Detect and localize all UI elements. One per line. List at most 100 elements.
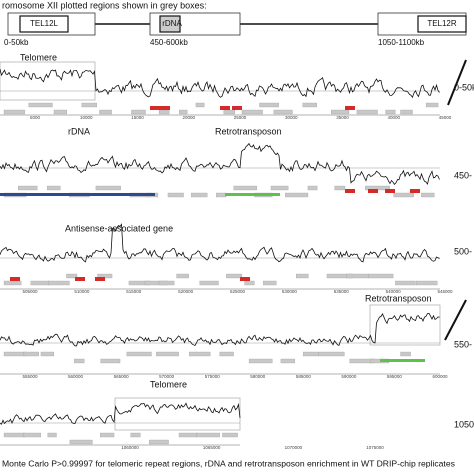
feature — [248, 358, 273, 364]
feature — [74, 358, 85, 364]
feature — [189, 351, 211, 357]
tick-label: 580000 — [250, 374, 266, 379]
tick-label: 575000 — [205, 374, 221, 379]
side-label: 550- — [454, 339, 472, 349]
side-label: 450- — [454, 170, 472, 180]
signal-trace — [0, 223, 440, 263]
feature — [47, 185, 61, 191]
annotation: rDNA — [68, 126, 90, 136]
tick-label: 535000 — [334, 289, 350, 294]
feature — [222, 432, 238, 438]
annotation: Retrotransposon — [215, 126, 282, 136]
header-title: romosome XII plotted regions shown in gr… — [2, 0, 207, 10]
feature — [303, 351, 320, 357]
feature — [416, 280, 438, 286]
tick-label: 510000 — [74, 289, 90, 294]
region-range: 1050-1100kb — [378, 38, 425, 47]
feature-red — [160, 106, 170, 110]
highlight-box — [0, 61, 96, 101]
feature — [179, 109, 188, 115]
feature — [219, 351, 234, 357]
feature — [178, 432, 198, 438]
feature — [259, 102, 279, 108]
highlight-box — [369, 304, 441, 346]
signal-trace — [0, 312, 440, 347]
feature-red — [410, 189, 420, 193]
feature — [425, 102, 439, 108]
region-bar — [0, 193, 155, 196]
feature-red — [75, 277, 85, 281]
tick-label: 540000 — [386, 289, 402, 294]
feature — [158, 109, 170, 115]
signal-trace — [0, 402, 241, 425]
feature — [100, 432, 115, 438]
annotation: Telomere — [20, 52, 57, 62]
feature — [296, 273, 309, 279]
feature — [40, 351, 55, 357]
tick-label: 10000 — [80, 115, 93, 120]
feature — [81, 102, 97, 108]
tick-label: 20000 — [182, 115, 195, 120]
tick-label: 525000 — [230, 289, 246, 294]
annotation: Retrotransposon — [365, 293, 432, 303]
tick-label: 600000 — [432, 374, 448, 379]
tick-label: 5000 — [30, 115, 41, 120]
feature — [199, 280, 219, 286]
annotation: Telomere — [150, 379, 187, 389]
feature — [158, 280, 175, 286]
feature — [53, 109, 68, 115]
tick-label: 590000 — [341, 374, 357, 379]
feature — [95, 185, 121, 191]
tick-label: 30000 — [285, 115, 298, 120]
feature-red — [95, 277, 105, 281]
feature — [285, 192, 309, 198]
tick-label: 530000 — [282, 289, 298, 294]
feature-red — [345, 106, 355, 110]
feature — [263, 280, 277, 286]
feature — [307, 185, 318, 191]
feature-red — [240, 277, 250, 281]
tick-label: 565000 — [114, 374, 130, 379]
feature — [28, 102, 53, 108]
side-label: 0-50k — [454, 82, 474, 92]
feature — [3, 351, 27, 357]
footer: Monte Carlo P>0.99997 for telomeric repe… — [2, 458, 455, 468]
feature — [30, 280, 50, 286]
scale-mark — [444, 299, 467, 341]
tick-label: 1070000 — [285, 445, 303, 450]
feature — [330, 109, 350, 115]
feature — [280, 358, 295, 364]
tick-label: 40000 — [387, 115, 400, 120]
side-label: 1050 — [454, 419, 474, 429]
feature — [3, 432, 26, 438]
feature — [302, 102, 317, 108]
feature-red — [368, 189, 378, 193]
feature — [126, 351, 152, 357]
feature — [196, 432, 220, 438]
feature — [273, 109, 293, 115]
tick-label: 35000 — [336, 115, 349, 120]
scale-mark — [447, 59, 467, 106]
region-bar — [225, 193, 280, 196]
region-inner — [417, 15, 467, 33]
feature — [216, 192, 227, 198]
feature-red — [220, 106, 230, 110]
feature — [3, 109, 25, 115]
feature — [400, 351, 411, 357]
feature-red — [345, 189, 355, 193]
tick-label: 25000 — [234, 115, 247, 120]
feature — [393, 192, 414, 198]
feature — [130, 432, 141, 438]
feature — [66, 273, 78, 279]
region-inner — [159, 15, 181, 33]
region-bar — [380, 359, 425, 362]
tick-label: 570000 — [159, 374, 175, 379]
feature — [195, 102, 205, 108]
feature — [241, 109, 263, 115]
region-range: 0-50kb — [4, 38, 29, 47]
tick-label: 45000 — [439, 115, 452, 120]
feature — [334, 185, 346, 191]
feature — [100, 358, 121, 364]
feature — [223, 109, 236, 115]
feature — [47, 432, 57, 438]
